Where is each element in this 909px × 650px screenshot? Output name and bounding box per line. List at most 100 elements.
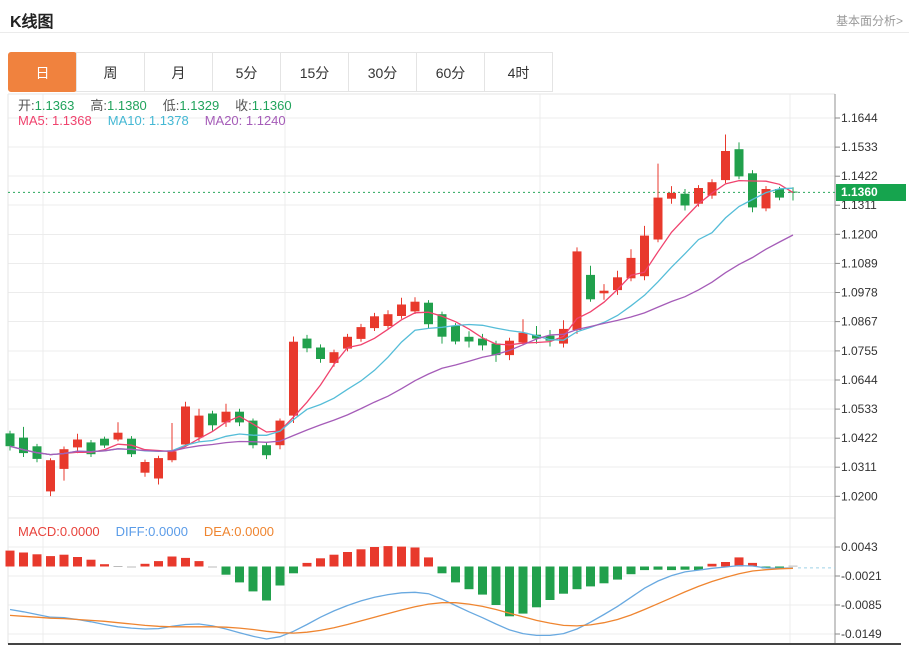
macd-hist-bar	[275, 566, 285, 586]
macd-hist-bar	[707, 563, 717, 567]
candle-body	[46, 460, 55, 492]
period-tab-1[interactable]: 周	[76, 52, 145, 92]
macd-hist-bar	[478, 566, 487, 595]
candle-body	[518, 332, 528, 343]
period-tab-0[interactable]: 日	[8, 52, 77, 92]
diff-label: DIFF:	[115, 524, 149, 539]
dea-label: DEA:	[203, 524, 235, 539]
candle-body	[586, 274, 595, 300]
macd-hist-bar	[680, 566, 690, 570]
ma20-label: MA20:	[204, 113, 246, 128]
macd-hist-bar	[235, 566, 244, 583]
diff-line	[9, 564, 794, 640]
macd-hist-bar	[248, 566, 258, 592]
price-axis-label: 1.1644	[841, 111, 878, 125]
macd-hist-bar	[397, 546, 406, 567]
candle-body	[721, 151, 730, 181]
low-value: 1.1329	[179, 98, 220, 113]
candle-body	[154, 458, 163, 479]
candle-body	[505, 340, 514, 356]
candle-body	[397, 304, 406, 316]
candle-body	[248, 420, 258, 446]
candle-body	[424, 302, 433, 325]
candle-body	[370, 316, 379, 329]
macd-hist-bar	[559, 566, 568, 594]
macd-hist-bar	[5, 550, 15, 567]
candle-body	[383, 314, 393, 326]
macd-hist-bar	[640, 566, 649, 571]
high-label: 高:	[90, 98, 108, 113]
candle-body	[410, 301, 420, 312]
candle-body	[356, 327, 366, 339]
macd-hist-bar	[491, 566, 501, 605]
macd-hist-bar	[451, 566, 460, 583]
candle-body	[734, 149, 744, 177]
candle-body	[653, 197, 663, 240]
candle-body	[208, 413, 217, 426]
candle-body	[329, 352, 339, 363]
price-axis-label: 1.0978	[841, 286, 878, 300]
macd-hist-bar	[383, 546, 393, 567]
candle-body	[694, 188, 703, 204]
macd-hist-bar	[437, 566, 447, 574]
candle-body	[262, 445, 271, 456]
price-axis-label: 1.1422	[841, 169, 878, 183]
ma10-value: 1.1378	[148, 113, 189, 128]
macd-hist-bar	[100, 564, 109, 567]
candle-body	[302, 338, 312, 349]
candle-body	[680, 193, 690, 206]
macd-hist-bar	[464, 566, 474, 590]
ohlc-row: 开:1.1363 高:1.1380 低:1.1329 收:1.1360	[18, 95, 292, 114]
period-tab-2[interactable]: 月	[144, 52, 213, 92]
ma5-value: 1.1368	[51, 113, 92, 128]
price-axis-label: 1.1089	[841, 256, 878, 270]
close-value: 1.1360	[251, 98, 292, 113]
candle-body	[478, 338, 487, 346]
macd-hist-bar	[667, 566, 676, 571]
price-axis-label: 1.0422	[841, 431, 878, 445]
macd-axis-label: 0.0043	[841, 540, 878, 554]
candle-body	[289, 341, 298, 416]
candle-body	[275, 420, 285, 446]
fundamental-analysis-link[interactable]: 基本面分析>	[835, 14, 903, 28]
macd-hist-bar	[302, 562, 312, 567]
open-value: 1.1363	[34, 98, 75, 113]
candle-body	[640, 235, 649, 277]
candle-body	[491, 343, 501, 356]
current-price-badge: 1.1360	[836, 184, 906, 201]
price-axis-label: 1.0200	[841, 489, 878, 503]
macd-hist-bar	[181, 557, 190, 567]
period-tab-3[interactable]: 5分	[212, 52, 281, 92]
price-axis-label: 1.1311	[841, 198, 877, 212]
macd-hist-bar	[626, 566, 636, 575]
period-tab-6[interactable]: 60分	[416, 52, 485, 92]
macd-label: MACD:	[18, 524, 60, 539]
macd-hist-bar	[424, 557, 433, 567]
macd-hist-bar	[208, 566, 217, 568]
macd-hist-bar	[113, 566, 123, 567]
period-tab-4[interactable]: 15分	[280, 52, 349, 92]
candle-body	[167, 451, 177, 461]
macd-hist-bar	[613, 566, 622, 580]
macd-hist-bar	[599, 566, 609, 584]
macd-hist-bar	[262, 566, 271, 601]
candle-body	[775, 189, 784, 198]
high-value: 1.1380	[107, 98, 147, 113]
period-tab-5[interactable]: 30分	[348, 52, 417, 92]
macd-hist-bar	[59, 554, 69, 567]
candle-body	[181, 406, 190, 445]
candle-body	[707, 182, 717, 196]
macd-hist-bar	[734, 557, 744, 567]
price-axis-label: 1.0644	[841, 373, 878, 387]
macd-hist-bar	[653, 566, 663, 570]
macd-header-row: MACD:0.0000 DIFF:0.0000 DEA:0.0000	[18, 524, 274, 539]
ma20-line	[9, 234, 794, 456]
macd-hist-bar	[505, 566, 514, 617]
dea-line	[9, 567, 794, 634]
period-tab-7[interactable]: 4时	[484, 52, 553, 92]
macd-hist-bar	[316, 558, 325, 567]
price-axis-label: 1.0311	[841, 460, 877, 474]
low-label: 低:	[162, 98, 180, 113]
macd-hist-bar	[572, 566, 582, 590]
